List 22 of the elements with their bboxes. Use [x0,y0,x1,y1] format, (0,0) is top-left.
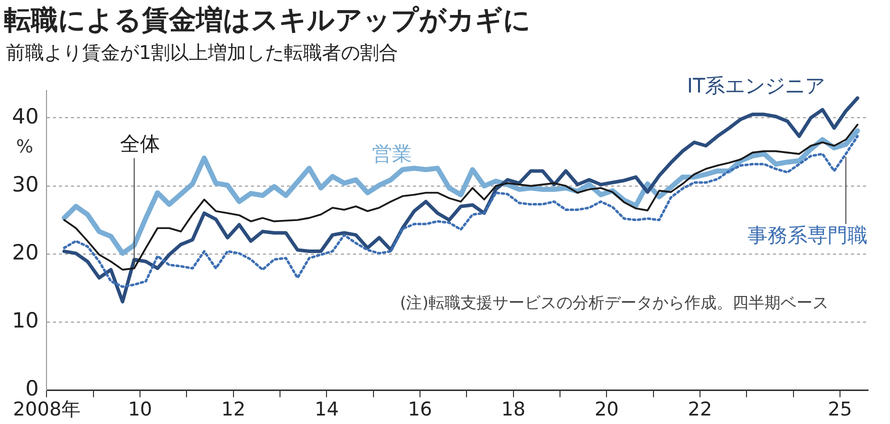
y-tick-label: 10 [12,308,39,333]
x-tick-label: 25 [828,398,852,421]
annotation: (注)転職支援サービスの分析データから作成。四半期ベース [400,292,830,314]
y-tick-label: 0 [25,376,39,401]
y-tick-label: 20 [12,240,39,264]
y-tick-label: 30 [12,172,39,196]
y-tick-label: 40 [12,104,39,128]
x-tick-label: 14 [314,398,339,421]
x-tick-label: 22 [688,398,712,421]
text: 全体 [120,131,160,156]
chart-subtitle: 前職より賃金が1割以上増加した転職者の割合 [6,41,398,66]
x-tick-label: 10 [128,398,152,421]
series-label: IT系エンジニア [686,73,826,98]
chart-title: 転職による賃金増はスキルアップがカギに [4,4,531,38]
text: 事務系専門職 [747,223,868,248]
x-tick-label: 16 [408,398,432,421]
x-tick-label: 18 [501,398,526,421]
x-tick-label: 12 [221,398,246,421]
series-label: 営業 [372,141,412,166]
x-tick-label: 20 [594,398,619,421]
y-axis-title: % [16,136,34,158]
x-tick-label: 2008年 [13,398,80,421]
